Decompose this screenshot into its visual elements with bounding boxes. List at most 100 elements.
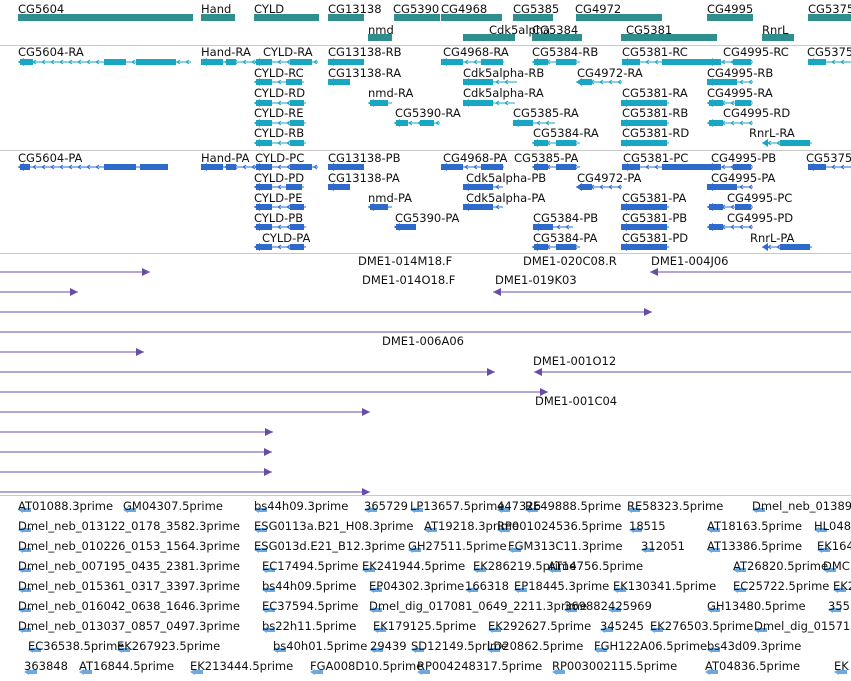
- est-label[interactable]: EK276503.5prime: [650, 619, 754, 633]
- est-label[interactable]: ESG0113a.B21_H08.3prime: [254, 519, 414, 533]
- transcript-label[interactable]: CG5381-RA: [622, 86, 688, 100]
- est-label[interactable]: RP001024536.5prime: [497, 519, 623, 533]
- transcript-label[interactable]: CG5604-RA: [18, 45, 84, 59]
- est-label[interactable]: AT13386.5prime: [707, 539, 803, 553]
- transcript-label[interactable]: CG4972-RA: [577, 66, 643, 80]
- clone-label[interactable]: DME1-020C08.R: [523, 254, 617, 268]
- est-label[interactable]: 425969: [608, 599, 652, 613]
- protein-label[interactable]: CG5384-PA: [533, 231, 598, 245]
- est-label[interactable]: EK267923.5prime: [117, 639, 221, 653]
- transcript-label[interactable]: CG4968-RA: [443, 45, 509, 59]
- protein-label[interactable]: CG5390-PA: [395, 211, 460, 225]
- protein-label[interactable]: CG4968-PA: [443, 151, 508, 165]
- transcript-label[interactable]: CG4995-RD: [723, 106, 791, 120]
- est-label[interactable]: EK: [834, 659, 849, 673]
- est-label[interactable]: Dmel_dig_017081_0649_2211.3prime: [369, 599, 588, 613]
- gene-label[interactable]: CG5385: [513, 2, 560, 16]
- est-label[interactable]: 345245: [600, 619, 644, 633]
- gene-label[interactable]: CG5384: [532, 23, 579, 37]
- est-label[interactable]: GH13480.5prime: [707, 599, 806, 613]
- est-label[interactable]: DMC: [823, 559, 850, 573]
- est-label[interactable]: GM04307.5prime: [123, 499, 223, 513]
- est-label[interactable]: FGM313C11.3prime: [508, 539, 623, 553]
- est-label[interactable]: Dmel_neb_013122_0178_3582.3prime: [18, 519, 240, 533]
- est-label[interactable]: AT16844.5prime: [79, 659, 175, 673]
- est-label[interactable]: 355: [828, 599, 850, 613]
- est-label[interactable]: bs40h01.5prime: [273, 639, 368, 653]
- transcript-label[interactable]: CG5384-RB: [532, 45, 599, 59]
- est-label[interactable]: Dmel_neb_016042_0638_1646.3prime: [18, 599, 240, 613]
- protein-label[interactable]: CG5375: [806, 151, 851, 165]
- est-label[interactable]: Dmel_dig_01571: [754, 619, 851, 633]
- transcript-label[interactable]: CYLD-RD: [254, 86, 306, 100]
- protein-label[interactable]: CG5381-PA: [622, 191, 687, 205]
- protein-label[interactable]: CG13138-PB: [328, 151, 401, 165]
- protein-label[interactable]: nmd-PA: [368, 191, 413, 205]
- est-label[interactable]: 365729: [364, 499, 408, 513]
- transcript-label[interactable]: CYLD-RE: [254, 106, 304, 120]
- est-label[interactable]: EK179125.5prime: [373, 619, 477, 633]
- transcript-label[interactable]: CG5381-RB: [622, 106, 689, 120]
- est-label[interactable]: EC36538.5prime: [28, 639, 125, 653]
- est-label[interactable]: RP003002115.5prime: [552, 659, 678, 673]
- transcript-label[interactable]: CG5385-RA: [513, 106, 579, 120]
- gene-label[interactable]: CG4995: [707, 2, 754, 16]
- est-label[interactable]: RP004248317.5prime: [417, 659, 543, 673]
- est-label[interactable]: bs44h09.5prime: [262, 579, 357, 593]
- gene-label[interactable]: CYLD: [254, 2, 285, 16]
- protein-label[interactable]: Hand-PA: [201, 151, 250, 165]
- est-label[interactable]: Dmel_neb_007195_0435_2381.3prime: [18, 559, 240, 573]
- protein-label[interactable]: CG4995-PC: [727, 191, 793, 205]
- est-label[interactable]: bs43d09.3prime: [707, 639, 802, 653]
- est-label[interactable]: LD20862.5prime: [487, 639, 584, 653]
- est-label[interactable]: AT14756.5prime: [548, 559, 644, 573]
- est-label[interactable]: Dmel_neb_01389: [752, 499, 851, 513]
- protein-label[interactable]: CYLD-PB: [254, 211, 304, 225]
- est-label[interactable]: ESG013d.E21_B12.3prime: [254, 539, 406, 553]
- protein-label[interactable]: CYLD-PC: [255, 151, 305, 165]
- protein-label[interactable]: Cdk5alpha-PB: [466, 171, 547, 185]
- transcript-label[interactable]: CG4995-RB: [707, 66, 774, 80]
- est-label[interactable]: EK292627.5prime: [488, 619, 592, 633]
- transcript-label[interactable]: nmd-RA: [368, 86, 414, 100]
- transcript-label[interactable]: CYLD-RA: [263, 45, 313, 59]
- protein-label[interactable]: CG13138-PA: [328, 171, 400, 185]
- est-label[interactable]: SD12149.5prime: [411, 639, 509, 653]
- gene-label[interactable]: Cdk5alpha: [489, 23, 551, 37]
- gene-label[interactable]: Hand: [201, 2, 232, 16]
- est-label[interactable]: EK241944.5prime: [362, 559, 466, 573]
- est-label[interactable]: 369882: [564, 599, 608, 613]
- protein-label[interactable]: CG4972-PA: [577, 171, 642, 185]
- protein-label[interactable]: CG4995-PD: [727, 211, 794, 225]
- protein-label[interactable]: CG5381-PC: [623, 151, 689, 165]
- clone-label[interactable]: DME1-014O18.F: [362, 273, 456, 287]
- est-label[interactable]: EC25722.5prime: [733, 579, 830, 593]
- transcript-label[interactable]: CG13138-RA: [328, 66, 402, 80]
- est-label[interactable]: EP18445.3prime: [514, 579, 610, 593]
- est-label[interactable]: RE49888.5prime: [525, 499, 622, 513]
- protein-label[interactable]: Cdk5alpha-PA: [466, 191, 546, 205]
- protein-label[interactable]: CYLD-PD: [254, 171, 305, 185]
- protein-label[interactable]: CG5385-PA: [514, 151, 579, 165]
- est-label[interactable]: GH27511.5prime: [408, 539, 507, 553]
- est-label[interactable]: EK2: [833, 579, 851, 593]
- transcript-label[interactable]: CG5384-RA: [533, 126, 599, 140]
- gene-label[interactable]: CG13138: [328, 2, 382, 16]
- est-label[interactable]: 312051: [641, 539, 685, 553]
- transcript-label[interactable]: RnrL-RA: [749, 126, 795, 140]
- transcript-label[interactable]: CG13138-RB: [328, 45, 402, 59]
- protein-label[interactable]: CYLD-PE: [254, 191, 303, 205]
- est-label[interactable]: EK130341.5prime: [613, 579, 717, 593]
- clone-label[interactable]: DME1-006A06: [382, 334, 464, 348]
- gene-label[interactable]: CG5381: [626, 23, 673, 37]
- protein-label[interactable]: CG4995-PA: [711, 171, 776, 185]
- clone-label[interactable]: DME1-001C04: [535, 394, 618, 408]
- protein-label[interactable]: CG5381-PB: [622, 211, 688, 225]
- est-label[interactable]: 166318: [465, 579, 509, 593]
- est-label[interactable]: bs44h09.3prime: [254, 499, 349, 513]
- est-label[interactable]: FGA008D10.5prime: [310, 659, 424, 673]
- est-label[interactable]: EK164: [817, 539, 851, 553]
- transcript-label[interactable]: CG5375: [807, 45, 851, 59]
- transcript-label[interactable]: CYLD-RB: [254, 126, 305, 140]
- protein-label[interactable]: RnrL-PA: [750, 231, 795, 245]
